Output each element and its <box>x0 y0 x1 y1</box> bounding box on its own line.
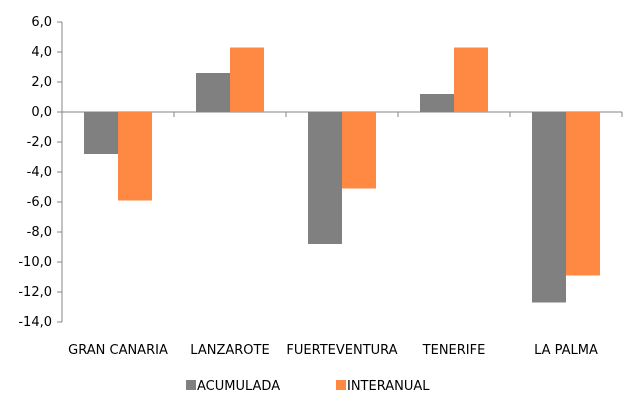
bar-interanual-la-palma <box>566 112 600 276</box>
x-tick-label: GRAN CANARIA <box>68 343 168 358</box>
y-axis: 6,0 4,0 2,0 0,0 -2,0 -4,0 -6,0 -8,0 -10,0 -12,0 -1… <box>18 15 63 330</box>
legend-label-interanual: INTERANUAL <box>347 379 430 394</box>
x-tick-label: LANZAROTE <box>190 343 269 358</box>
legend: ACUMULADA INTERANUAL <box>186 379 430 394</box>
bar-acumulada-tenerife <box>420 94 454 112</box>
bar-acumulada-fuerteventura <box>308 112 342 244</box>
bar-interanual-fuerteventura <box>342 112 376 189</box>
bar-acumulada-gran-canaria <box>84 112 118 154</box>
bars <box>84 47 600 303</box>
y-tick-label: -14,0 <box>18 315 52 330</box>
y-tick-label: -4,0 <box>27 165 52 180</box>
bar-acumulada-lanzarote <box>196 73 230 112</box>
y-tick-label: 6,0 <box>31 15 52 30</box>
legend-swatch-acumulada <box>186 380 196 390</box>
y-tick-label: -8,0 <box>27 225 52 240</box>
x-tick-label: FUERTEVENTURA <box>286 343 397 358</box>
legend-label-acumulada: ACUMULADA <box>197 379 280 394</box>
y-tick-label: 0,0 <box>31 105 52 120</box>
bar-acumulada-la-palma <box>532 112 566 303</box>
y-tick-label: -12,0 <box>18 285 52 300</box>
x-tick-label: LA PALMA <box>534 343 598 358</box>
x-tick-label: TENERIFE <box>422 343 486 358</box>
y-tick-label: -10,0 <box>18 255 52 270</box>
legend-swatch-interanual <box>336 380 346 390</box>
bar-interanual-tenerife <box>454 47 488 112</box>
y-tick-label: 2,0 <box>31 75 52 90</box>
y-tick-label: -2,0 <box>27 135 52 150</box>
y-tick-label: 4,0 <box>31 45 52 60</box>
bar-interanual-gran-canaria <box>118 112 152 201</box>
bar-interanual-lanzarote <box>230 47 264 112</box>
y-tick-label: -6,0 <box>27 195 52 210</box>
